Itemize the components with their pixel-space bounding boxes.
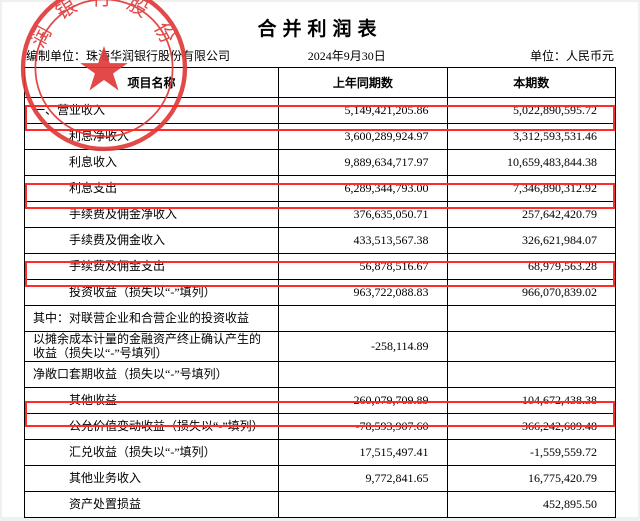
page: 海 润 银 行 股 份 有 合并利润表 编制单位：珠海华润银行股份有限公司 20… — [2, 2, 638, 517]
row-prev-value: 6,289,344,793.00 — [279, 176, 447, 202]
meta-row: 编制单位：珠海华润银行股份有限公司 2024年9月30日 单位：人民币元 — [24, 47, 616, 67]
row-curr-value: 5,022,890,595.72 — [447, 98, 615, 124]
row-label: 净敞口套期收益（损失以“-”号填列） — [25, 361, 279, 387]
row-curr-value: 3,312,593,531.46 — [447, 124, 615, 150]
table-row: 手续费及佣金收入433,513,567.38326,621,984.07 — [25, 228, 616, 254]
row-label: 其他业务收入 — [25, 465, 279, 491]
org-value: 珠海华润银行股份有限公司 — [86, 49, 230, 63]
row-curr-value: -1,559,559.72 — [447, 439, 615, 465]
row-curr-value: 452,895.50 — [447, 491, 615, 517]
row-prev-value: 9,772,841.65 — [279, 465, 447, 491]
table-row: 其中：对联营企业和合营企业的投资收益 — [25, 306, 616, 332]
org-label: 编制单位： — [26, 49, 86, 63]
row-label: 利息支出 — [25, 176, 279, 202]
row-prev-value — [279, 306, 447, 332]
doc-title: 合并利润表 — [24, 10, 616, 47]
row-prev-value — [279, 491, 447, 517]
row-curr-value — [447, 306, 615, 332]
row-curr-value: 257,642,420.79 — [447, 202, 615, 228]
row-curr-value: 966,070,839.02 — [447, 280, 615, 306]
row-curr-value: 366,242,609.48 — [447, 413, 615, 439]
row-prev-value: 433,513,567.38 — [279, 228, 447, 254]
row-prev-value: 17,515,497.41 — [279, 439, 447, 465]
col-header-curr: 本期数 — [447, 68, 615, 98]
row-prev-value: -258,114.89 — [279, 332, 447, 362]
row-prev-value: 5,149,421,205.86 — [279, 98, 447, 124]
table-row: 利息收入9,889,634,717.9710,659,483,844.38 — [25, 150, 616, 176]
row-curr-value: 104,672,438.38 — [447, 387, 615, 413]
table-row: 汇兑收益（损失以“-”填列）17,515,497.41-1,559,559.72 — [25, 439, 616, 465]
meta-unit: 单位：人民币元 — [436, 47, 614, 64]
table-row: 公允价值变动收益（损失以“-”填列）-78,593,907.60366,242,… — [25, 413, 616, 439]
row-prev-value: 260,079,709.89 — [279, 387, 447, 413]
row-prev-value: 9,889,634,717.97 — [279, 150, 447, 176]
table-row: 其他业务收入9,772,841.6516,775,420.79 — [25, 465, 616, 491]
row-label: 手续费及佣金支出 — [25, 254, 279, 280]
row-prev-value: 3,600,289,924.97 — [279, 124, 447, 150]
row-label: 利息净收入 — [25, 124, 279, 150]
table-row: 一、营业收入5,149,421,205.865,022,890,595.72 — [25, 98, 616, 124]
col-header-name: 项目名称 — [25, 68, 279, 98]
row-label: 以摊余成本计量的金融资产终止确认产生的收益（损失以“-”号填列） — [25, 332, 279, 362]
table-row: 以摊余成本计量的金融资产终止确认产生的收益（损失以“-”号填列）-258,114… — [25, 332, 616, 362]
row-label: 投资收益（损失以“-”填列） — [25, 280, 279, 306]
row-curr-value: 68,979,563.28 — [447, 254, 615, 280]
row-curr-value: 10,659,483,844.38 — [447, 150, 615, 176]
table-row: 投资收益（损失以“-”填列）963,722,088.83966,070,839.… — [25, 280, 616, 306]
row-label: 手续费及佣金收入 — [25, 228, 279, 254]
row-curr-value — [447, 332, 615, 362]
row-label: 手续费及佣金净收入 — [25, 202, 279, 228]
table-row: 资产处置损益 452,895.50 — [25, 491, 616, 517]
row-label: 其他收益 — [25, 387, 279, 413]
row-label: 其中：对联营企业和合营企业的投资收益 — [25, 306, 279, 332]
col-header-prev: 上年同期数 — [279, 68, 447, 98]
meta-date: 2024年9月30日 — [258, 47, 436, 64]
row-label: 公允价值变动收益（损失以“-”填列） — [25, 413, 279, 439]
table-row: 利息支出6,289,344,793.007,346,890,312.92 — [25, 176, 616, 202]
row-label: 一、营业收入 — [25, 98, 279, 124]
row-label: 资产处置损益 — [25, 491, 279, 517]
row-prev-value: 376,635,050.71 — [279, 202, 447, 228]
row-label: 汇兑收益（损失以“-”填列） — [25, 439, 279, 465]
income-statement-table: 项目名称 上年同期数 本期数 一、营业收入5,149,421,205.865,0… — [24, 67, 616, 518]
table-row: 手续费及佣金净收入376,635,050.71257,642,420.79 — [25, 202, 616, 228]
row-prev-value — [279, 361, 447, 387]
meta-org: 编制单位：珠海华润银行股份有限公司 — [26, 47, 258, 64]
row-prev-value: 56,878,516.67 — [279, 254, 447, 280]
table-row: 利息净收入3,600,289,924.973,312,593,531.46 — [25, 124, 616, 150]
row-label: 利息收入 — [25, 150, 279, 176]
row-curr-value: 16,775,420.79 — [447, 465, 615, 491]
table-row: 其他收益260,079,709.89104,672,438.38 — [25, 387, 616, 413]
row-curr-value — [447, 361, 615, 387]
table-row: 手续费及佣金支出56,878,516.6768,979,563.28 — [25, 254, 616, 280]
table-row: 净敞口套期收益（损失以“-”号填列） — [25, 361, 616, 387]
row-curr-value: 326,621,984.07 — [447, 228, 615, 254]
row-prev-value: 963,722,088.83 — [279, 280, 447, 306]
row-curr-value: 7,346,890,312.92 — [447, 176, 615, 202]
table-header-row: 项目名称 上年同期数 本期数 — [25, 68, 616, 98]
row-prev-value: -78,593,907.60 — [279, 413, 447, 439]
